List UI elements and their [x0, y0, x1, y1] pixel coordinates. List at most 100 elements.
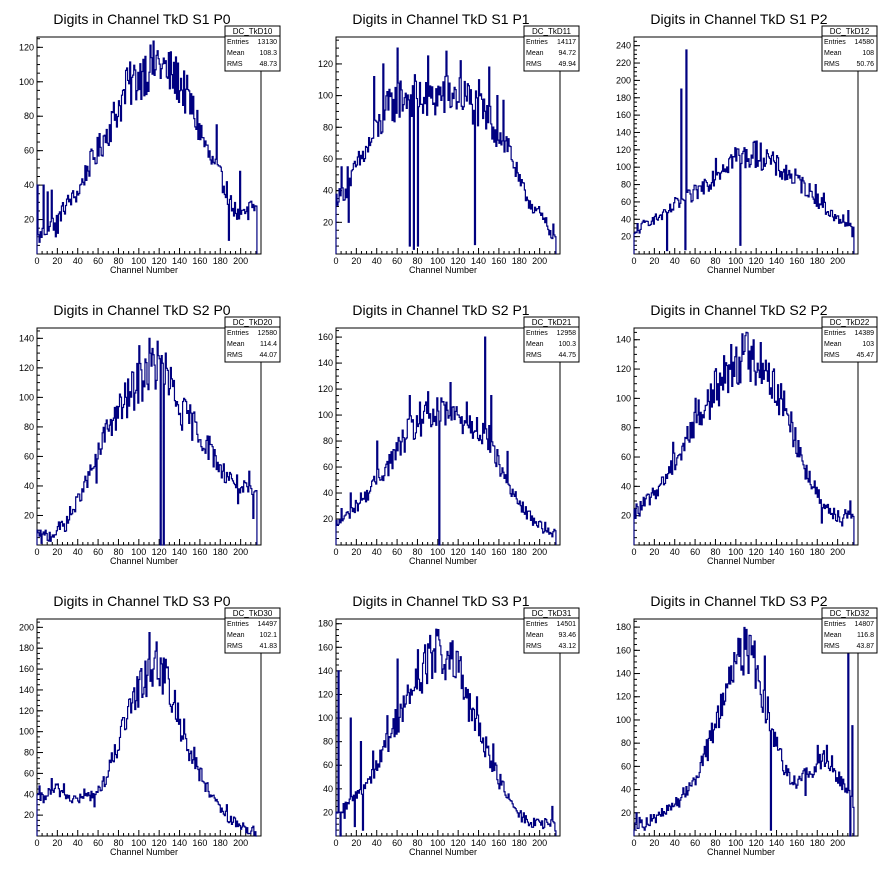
stats-rms-value: 44.75	[558, 352, 576, 359]
panel-title: Digits in Channel TkD S3 P0	[53, 593, 230, 609]
stats-rms-label: RMS	[526, 61, 542, 68]
x-tick-label: 60	[690, 547, 700, 557]
stats-mean-label: Mean	[227, 50, 245, 57]
x-tick-label: 180	[512, 256, 527, 266]
x-tick-label: 20	[649, 547, 659, 557]
y-tick-label: 20	[323, 217, 333, 227]
stats-mean-label: Mean	[526, 632, 544, 639]
x-tick-label: 140	[471, 256, 486, 266]
x-tick-label: 60	[93, 256, 103, 266]
x-tick-label: 200	[830, 838, 845, 848]
x-tick-label: 160	[192, 838, 207, 848]
x-tick-label: 180	[512, 838, 527, 848]
stats-entries-label: Entries	[227, 330, 249, 337]
y-tick-label: 160	[19, 664, 34, 674]
stats-name: DC_TkD21	[532, 318, 572, 327]
x-axis-label: Channel Number	[409, 847, 477, 857]
y-tick-label: 100	[318, 91, 333, 101]
y-tick-label: 140	[19, 333, 34, 343]
stats-name: DC_TkD20	[233, 318, 273, 327]
stats-box: DC_TkD12 Entries 14580 Mean 108 RMS 50.76	[821, 25, 878, 72]
x-tick-label: 0	[631, 838, 636, 848]
y-tick-label: 100	[318, 410, 333, 420]
y-tick-label: 40	[621, 785, 631, 795]
y-tick-label: 100	[616, 715, 631, 725]
y-tick-label: 80	[24, 111, 34, 121]
x-tick-label: 20	[649, 256, 659, 266]
x-tick-label: 100	[430, 256, 445, 266]
x-tick-label: 200	[233, 838, 248, 848]
x-tick-label: 160	[491, 838, 506, 848]
y-tick-label: 60	[621, 761, 631, 771]
stats-entries-label: Entries	[227, 39, 249, 46]
x-tick-label: 80	[113, 256, 123, 266]
histogram-panel: Digits in Channel TkD S1 P0 0 20 40 60 80 100 1…	[19, 11, 281, 275]
x-axis-label: Channel Number	[707, 556, 775, 566]
x-tick-label: 200	[233, 547, 248, 557]
y-tick-label: 160	[318, 332, 333, 342]
stats-rms-label: RMS	[526, 352, 542, 359]
stats-rms-value: 48.73	[259, 61, 277, 68]
x-tick-label: 20	[351, 838, 361, 848]
y-tick-label: 20	[621, 511, 631, 521]
histogram-series	[633, 626, 855, 837]
stats-entries-value: 14580	[855, 39, 875, 46]
stats-entries-value: 14497	[258, 621, 278, 628]
y-tick-label: 60	[621, 197, 631, 207]
x-tick-label: 160	[491, 256, 506, 266]
x-tick-label: 160	[192, 547, 207, 557]
stats-mean-value: 108.3	[259, 50, 277, 57]
x-axis-label: Channel Number	[409, 265, 477, 275]
x-tick-label: 60	[392, 547, 402, 557]
y-tick-label: 40	[323, 784, 333, 794]
x-tick-label: 140	[471, 547, 486, 557]
stats-frame	[523, 316, 580, 363]
x-tick-label: 40	[372, 838, 382, 848]
y-tick-label: 20	[323, 514, 333, 524]
y-tick-label: 80	[323, 436, 333, 446]
y-tick-label: 140	[616, 335, 631, 345]
x-tick-label: 20	[52, 838, 62, 848]
stats-box: DC_TkD30 Entries 14497 Mean 102.1 RMS 41.83	[224, 607, 281, 654]
stats-mean-label: Mean	[824, 50, 842, 57]
histogram-panel: Digits in Channel TkD S2 P0 0 20 40 60 80 100 1…	[19, 302, 281, 566]
x-tick-label: 20	[52, 256, 62, 266]
y-tick-label: 120	[19, 363, 34, 373]
stats-rms-label: RMS	[227, 643, 243, 650]
y-tick-label: 180	[318, 619, 333, 629]
panel-title: Digits in Channel TkD S2 P2	[650, 302, 827, 318]
y-tick-label: 100	[616, 393, 631, 403]
x-tick-label: 0	[333, 838, 338, 848]
x-tick-label: 200	[532, 838, 547, 848]
y-tick-label: 40	[24, 789, 34, 799]
stats-entries-value: 13130	[258, 39, 278, 46]
x-tick-label: 40	[73, 838, 83, 848]
x-tick-label: 100	[728, 547, 743, 557]
stats-frame	[523, 607, 580, 654]
x-tick-label: 200	[532, 547, 547, 557]
stats-frame	[523, 25, 580, 72]
y-tick-label: 140	[616, 127, 631, 137]
histogram-panel: Digits in Channel TkD S1 P1 0 20 40 60 80 100 1…	[318, 11, 580, 275]
x-tick-label: 120	[749, 547, 764, 557]
y-tick-label: 40	[323, 488, 333, 498]
stats-mean-value: 108	[862, 50, 874, 57]
x-tick-label: 180	[213, 256, 228, 266]
stats-name: DC_TkD11	[532, 27, 572, 36]
y-tick-label: 40	[24, 481, 34, 491]
y-tick-label: 180	[19, 643, 34, 653]
y-tick-label: 200	[616, 75, 631, 85]
x-tick-label: 180	[213, 547, 228, 557]
panel-title: Digits in Channel TkD S3 P1	[352, 593, 529, 609]
histogram-panel: Digits in Channel TkD S2 P1 0 20 40 60 80 100 1…	[318, 302, 580, 566]
x-tick-label: 40	[372, 256, 382, 266]
stats-rms-label: RMS	[227, 61, 243, 68]
stats-rms-value: 44.07	[259, 352, 277, 359]
x-tick-label: 180	[512, 547, 527, 557]
stats-entries-label: Entries	[824, 621, 846, 628]
y-tick-label: 40	[621, 214, 631, 224]
y-tick-label: 180	[616, 622, 631, 632]
stats-frame	[821, 316, 878, 363]
